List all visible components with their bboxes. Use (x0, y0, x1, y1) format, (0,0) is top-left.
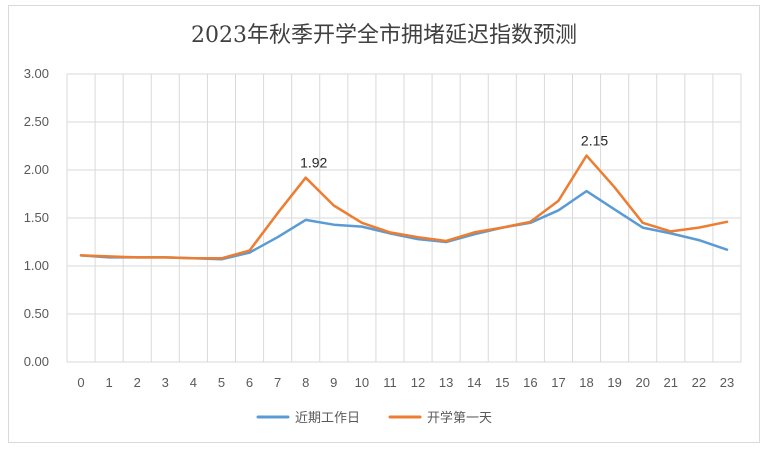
x-tick-label: 0 (77, 375, 84, 390)
x-tick-label: 23 (720, 375, 734, 390)
chart-frame (8, 5, 760, 443)
x-tick-label: 5 (218, 375, 225, 390)
x-tick-label: 22 (692, 375, 706, 390)
y-tick-label: 2.00 (24, 162, 49, 177)
gridlines (66, 73, 742, 363)
data-label: 1.92 (300, 155, 327, 171)
x-tick-label: 21 (664, 375, 678, 390)
x-tick-label: 6 (246, 375, 253, 390)
chart-title: 2023年秋季开学全市拥堵延迟指数预测 (191, 23, 577, 48)
y-axis-ticks: 0.00 0.50 1.00 1.50 2.00 2.50 3.00 (24, 66, 49, 369)
data-labels: 1.92 2.15 (300, 133, 608, 171)
x-tick-label: 17 (551, 375, 565, 390)
x-tick-label: 3 (162, 375, 169, 390)
x-tick-label: 13 (439, 375, 453, 390)
x-tick-label: 9 (330, 375, 337, 390)
x-tick-label: 8 (302, 375, 309, 390)
x-tick-label: 15 (495, 375, 509, 390)
y-tick-label: 0.50 (24, 306, 49, 321)
x-tick-label: 20 (635, 375, 649, 390)
x-tick-label: 7 (274, 375, 281, 390)
y-tick-label: 2.50 (24, 114, 49, 129)
x-tick-label: 16 (523, 375, 537, 390)
y-tick-label: 0.00 (24, 354, 49, 369)
x-tick-label: 1 (106, 375, 113, 390)
series-lines (79, 154, 729, 261)
x-tick-label: 18 (579, 375, 593, 390)
y-tick-label: 1.50 (24, 210, 49, 225)
x-tick-label: 12 (411, 375, 425, 390)
x-axis-ticks: 0 1 2 3 4 5 6 7 8 9 10 11 12 13 14 15 16 17 18 19 20 21 22 23 (77, 375, 734, 390)
x-tick-label: 11 (383, 375, 397, 390)
x-tick-label: 10 (355, 375, 369, 390)
y-tick-label: 1.00 (24, 258, 49, 273)
y-tick-label: 3.00 (24, 66, 49, 81)
legend: 近期工作日 开学第一天 (256, 410, 492, 426)
x-tick-label: 2 (134, 375, 141, 390)
series-line-1 (79, 154, 729, 260)
x-tick-label: 4 (190, 375, 197, 390)
x-tick-label: 19 (607, 375, 621, 390)
data-label: 2.15 (581, 133, 608, 149)
legend-label: 开学第一天 (427, 410, 492, 426)
legend-label: 近期工作日 (295, 411, 360, 426)
x-tick-label: 14 (467, 375, 481, 390)
